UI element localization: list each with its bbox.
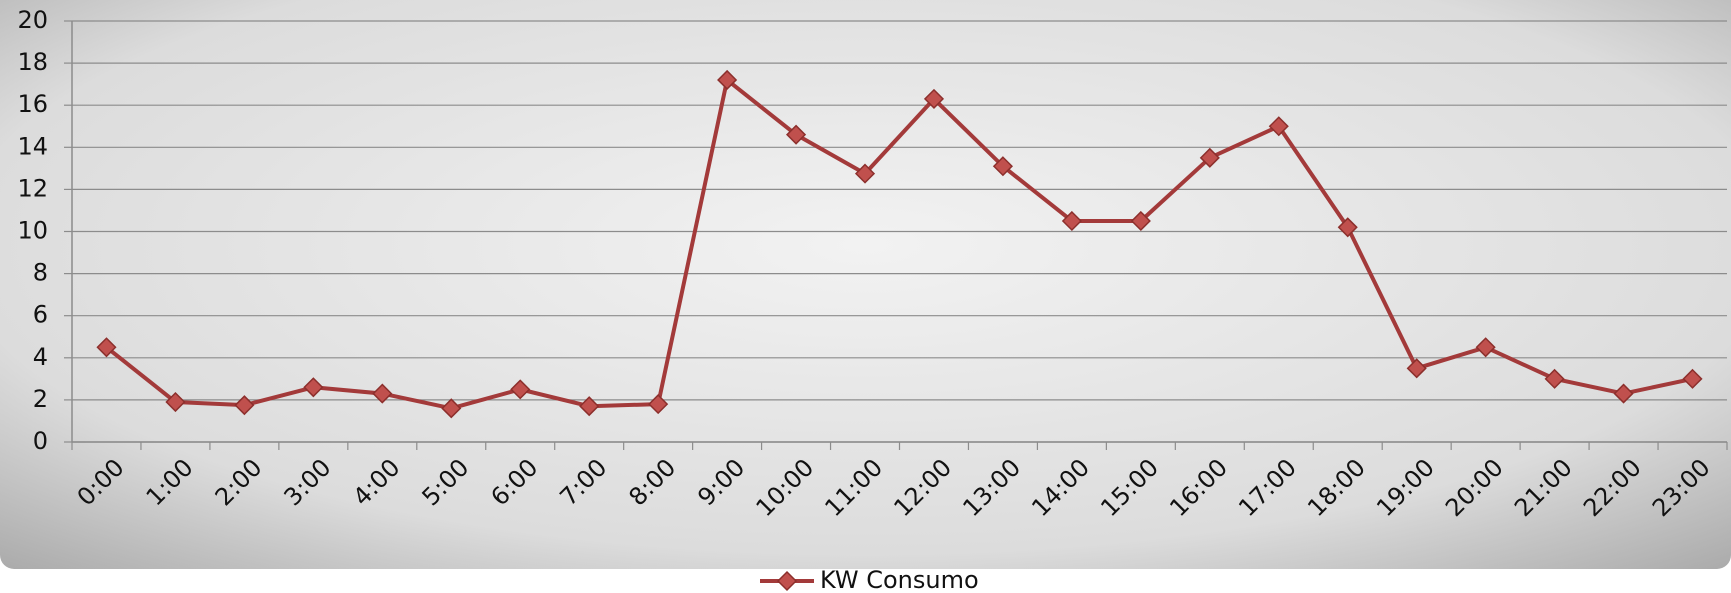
y-tick-label: 16	[17, 90, 48, 118]
data-point	[1199, 147, 1220, 168]
series-line	[105, 77, 1693, 411]
data-point	[1544, 368, 1565, 389]
data-point	[372, 383, 393, 404]
y-tick-label: 6	[33, 301, 48, 329]
y-tick-label: 10	[17, 217, 48, 245]
y-tick-label: 2	[33, 385, 48, 413]
data-point	[303, 377, 324, 398]
data-point	[854, 163, 876, 184]
y-tick-label: 14	[17, 132, 48, 160]
data-point	[786, 124, 807, 145]
data-point	[234, 395, 255, 416]
data-point	[1613, 383, 1634, 404]
legend-marker	[776, 570, 798, 592]
y-tick-label: 0	[33, 427, 48, 455]
data-point	[1682, 368, 1703, 389]
data-point	[579, 396, 600, 417]
data-point	[1406, 358, 1427, 379]
data-point	[1061, 210, 1082, 232]
data-point	[1268, 116, 1289, 137]
data-point	[717, 69, 738, 91]
data-point	[923, 88, 945, 109]
data-point	[1130, 210, 1151, 232]
data-point	[1475, 337, 1496, 358]
chart-background	[0, 0, 1731, 569]
data-point	[992, 156, 1014, 177]
data-point	[441, 398, 462, 419]
data-point	[165, 391, 186, 413]
legend-label: KW Consumo	[820, 566, 979, 593]
y-tick-label: 20	[17, 6, 48, 34]
y-tick-label: 12	[17, 174, 48, 202]
data-point	[96, 337, 117, 358]
data-point	[1337, 217, 1358, 238]
data-point	[510, 379, 531, 400]
data-point	[648, 394, 669, 415]
y-tick-label: 4	[33, 343, 48, 371]
y-tick-label: 18	[17, 48, 48, 76]
y-tick-label: 8	[33, 259, 48, 287]
